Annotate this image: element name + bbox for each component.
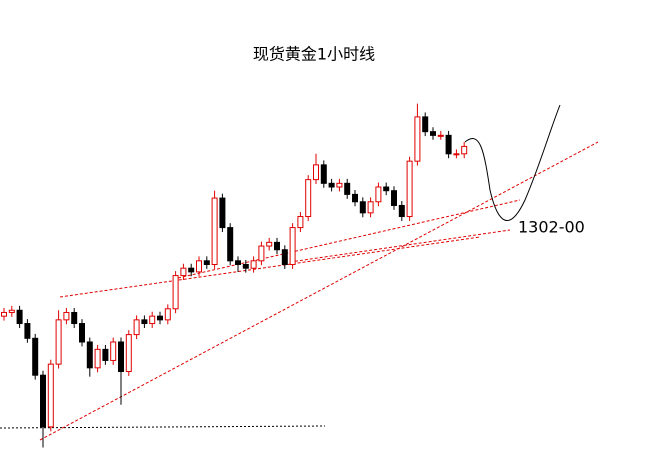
candle-body [367,201,374,214]
candle-body [328,182,335,188]
candle-body [180,267,187,277]
candle-body [110,341,117,361]
candle-body [188,267,195,273]
candle-body [172,275,179,310]
candle-body [461,145,468,155]
candle-body [118,341,124,373]
candle-body [32,337,39,376]
candle-body [305,179,312,218]
candle-body [63,311,70,321]
candle-body [437,134,444,137]
candle-body [359,201,366,214]
trend-line [39,141,599,441]
candle-body [164,308,171,321]
drawings [0,104,599,441]
candle-body [414,116,421,162]
candle-body [453,153,460,156]
chart-title: 现货黄金1小时线 [253,45,375,64]
candle-body [125,334,132,373]
candle-body [1,311,7,317]
candle-body [250,260,257,269]
candle-body [391,190,397,206]
candle-body [430,131,436,136]
candle-body [102,348,109,361]
candle-body [313,164,319,181]
candle-body [79,323,85,343]
candle-body [235,260,241,265]
candle-body [445,134,452,155]
candle-body [320,164,327,184]
candle-body [196,260,202,273]
candle-body [266,241,273,247]
candle-body [71,311,78,325]
candle-body [398,204,405,218]
candle-body [157,315,163,321]
candle-body [141,319,148,325]
candle-body [274,241,280,251]
candle-body [227,227,234,262]
candle-body [47,363,54,428]
candle-body [94,348,101,369]
candle-body [406,160,413,218]
candle-body [281,249,288,266]
candle-body [352,193,358,203]
candle-body [24,323,31,339]
candle-body [297,216,304,229]
candle-body [203,260,210,265]
candle-body [219,197,226,229]
trend-line [177,199,521,279]
forecast-curve [464,104,561,221]
trend-line [59,236,481,298]
candle-body [149,315,156,325]
candle-body [133,319,140,336]
candle-body [289,227,296,266]
candle-body [383,186,390,192]
candle-body [242,264,249,269]
candle-body [258,245,265,262]
trend-line [289,229,511,263]
candle-body [40,374,46,428]
candle-body [336,182,343,188]
candle-body [211,197,218,265]
candle-body [422,116,429,133]
candle-body [55,319,62,365]
candle-body [16,309,23,325]
candle-body [86,341,93,369]
candle-body [344,182,351,195]
annotation: 1302-00 [518,218,585,237]
candle-body [375,186,382,203]
candle-body [8,309,15,313]
